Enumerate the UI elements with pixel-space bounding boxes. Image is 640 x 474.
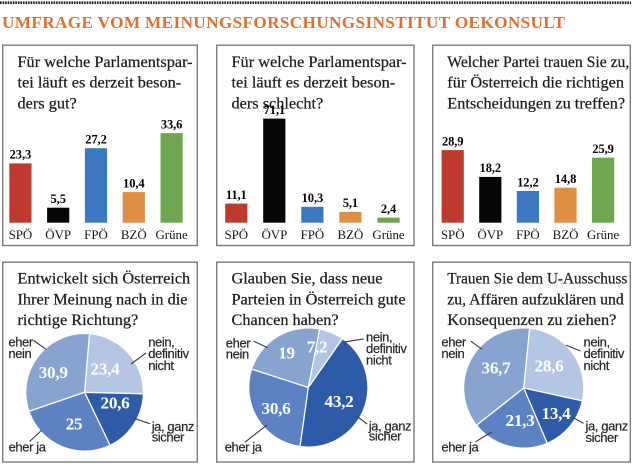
svg-text:Glauben Sie, dass neue: Glauben Sie, dass neue: [232, 269, 383, 288]
svg-text:Chancen haben?: Chancen haben?: [232, 310, 339, 329]
svg-text:33,6: 33,6: [161, 117, 182, 131]
svg-text:definitiv: definitiv: [366, 341, 407, 356]
svg-text:28,6: 28,6: [535, 357, 565, 376]
svg-text:eher ja: eher ja: [225, 440, 263, 455]
svg-text:ÖVP: ÖVP: [45, 228, 71, 242]
svg-text:ders schlecht?: ders schlecht?: [232, 93, 324, 112]
svg-text:eher: eher: [226, 336, 251, 351]
svg-text:18,2: 18,2: [480, 161, 501, 175]
svg-text:eher ja: eher ja: [441, 440, 479, 455]
svg-text:nein: nein: [441, 346, 464, 361]
svg-text:30,9: 30,9: [39, 363, 68, 382]
svg-text:7,2: 7,2: [307, 338, 328, 357]
svg-text:ja, ganz: ja, ganz: [151, 419, 194, 434]
svg-text:5,5: 5,5: [51, 192, 66, 206]
svg-text:nein: nein: [8, 346, 31, 361]
svg-text:10,4: 10,4: [123, 176, 145, 190]
svg-text:UMFRAGE VOM MEINUNGSFORSCHUNGS: UMFRAGE VOM MEINUNGSFORSCHUNGSINSTITUT O…: [2, 13, 566, 32]
svg-text:ders gut?: ders gut?: [18, 93, 77, 112]
svg-text:für Österreich die richtigen: für Österreich die richtigen: [447, 73, 624, 92]
svg-text:eher ja: eher ja: [9, 440, 47, 455]
svg-text:23,4: 23,4: [91, 360, 121, 379]
svg-text:36,7: 36,7: [482, 359, 512, 378]
svg-text:tei läuft es derzeit beson-: tei läuft es derzeit beson-: [232, 73, 396, 92]
svg-text:Für welche Parlamentspar-: Für welche Parlamentspar-: [18, 52, 193, 71]
svg-text:tei läuft es derzeit beson-: tei läuft es derzeit beson-: [18, 73, 182, 92]
svg-text:71,1: 71,1: [264, 103, 285, 117]
svg-text:Parteien in Österreich gute: Parteien in Österreich gute: [232, 289, 406, 308]
svg-text:Grüne: Grüne: [372, 228, 404, 242]
svg-text:20,6: 20,6: [101, 394, 131, 413]
svg-text:richtige Richtung?: richtige Richtung?: [18, 310, 139, 329]
svg-text:ja, ganz: ja, ganz: [368, 418, 411, 433]
svg-text:28,9: 28,9: [442, 134, 463, 148]
svg-text:nein,: nein,: [148, 334, 174, 349]
svg-text:Trauen Sie dem U-Ausschuss: Trauen Sie dem U-Ausschuss: [447, 269, 627, 288]
svg-text:27,2: 27,2: [85, 133, 106, 147]
svg-text:eher: eher: [441, 335, 466, 350]
svg-text:Grüne: Grüne: [155, 228, 187, 242]
svg-text:30,6: 30,6: [262, 399, 292, 418]
svg-text:Für welche Parlamentspar-: Für welche Parlamentspar-: [232, 52, 407, 71]
svg-text:sicher: sicher: [586, 430, 619, 445]
svg-text:sicher: sicher: [369, 429, 402, 444]
svg-text:Ihrer Meinung nach in die: Ihrer Meinung nach in die: [18, 289, 188, 308]
svg-text:ÖVP: ÖVP: [262, 228, 288, 242]
svg-text:BZÖ: BZÖ: [338, 228, 364, 242]
svg-text:eher: eher: [8, 335, 33, 350]
svg-text:SPÖ: SPÖ: [441, 228, 465, 242]
svg-text:25: 25: [66, 415, 83, 434]
svg-text:SPÖ: SPÖ: [224, 228, 248, 242]
svg-text:nicht: nicht: [148, 358, 174, 373]
svg-text:Konsequenzen zu ziehen?: Konsequenzen zu ziehen?: [447, 310, 616, 329]
svg-text:2,4: 2,4: [381, 202, 397, 216]
svg-text:FPÖ: FPÖ: [516, 228, 540, 242]
svg-text:BZÖ: BZÖ: [121, 228, 147, 242]
svg-text:definitiv: definitiv: [148, 346, 189, 361]
svg-text:nein,: nein,: [584, 334, 610, 349]
svg-text:Entscheidungen zu treffen?: Entscheidungen zu treffen?: [447, 93, 625, 112]
svg-text:nein: nein: [226, 347, 249, 362]
svg-text:25,9: 25,9: [592, 142, 613, 156]
svg-text:13,4: 13,4: [542, 404, 572, 423]
svg-text:zu, Affären aufzuklären und: zu, Affären aufzuklären und: [447, 289, 624, 308]
svg-text:nicht: nicht: [584, 358, 610, 373]
svg-text:12,2: 12,2: [517, 175, 538, 189]
svg-text:ÖVP: ÖVP: [477, 228, 503, 242]
svg-text:nein,: nein,: [366, 329, 392, 344]
svg-text:Welcher Partei trauen Sie zu,: Welcher Partei trauen Sie zu,: [447, 52, 629, 71]
svg-text:ja, ganz: ja, ganz: [585, 419, 628, 434]
svg-text:Grüne: Grüne: [587, 228, 619, 242]
svg-text:5,1: 5,1: [343, 196, 358, 210]
svg-text:43,2: 43,2: [325, 392, 354, 411]
svg-text:nicht: nicht: [366, 353, 392, 368]
svg-text:Entwickelt sich Österreich: Entwickelt sich Österreich: [18, 269, 191, 288]
svg-text:definitiv: definitiv: [584, 346, 625, 361]
svg-text:BZÖ: BZÖ: [553, 228, 579, 242]
svg-text:sicher: sicher: [152, 430, 185, 445]
svg-text:11,1: 11,1: [226, 188, 247, 202]
svg-text:10,3: 10,3: [302, 191, 323, 205]
svg-text:19: 19: [278, 343, 295, 362]
svg-text:14,8: 14,8: [555, 172, 576, 186]
svg-text:FPÖ: FPÖ: [301, 228, 325, 242]
svg-text:SPÖ: SPÖ: [9, 228, 33, 242]
svg-text:FPÖ: FPÖ: [84, 228, 108, 242]
svg-text:21,3: 21,3: [506, 411, 535, 430]
svg-text:23,3: 23,3: [10, 148, 31, 162]
